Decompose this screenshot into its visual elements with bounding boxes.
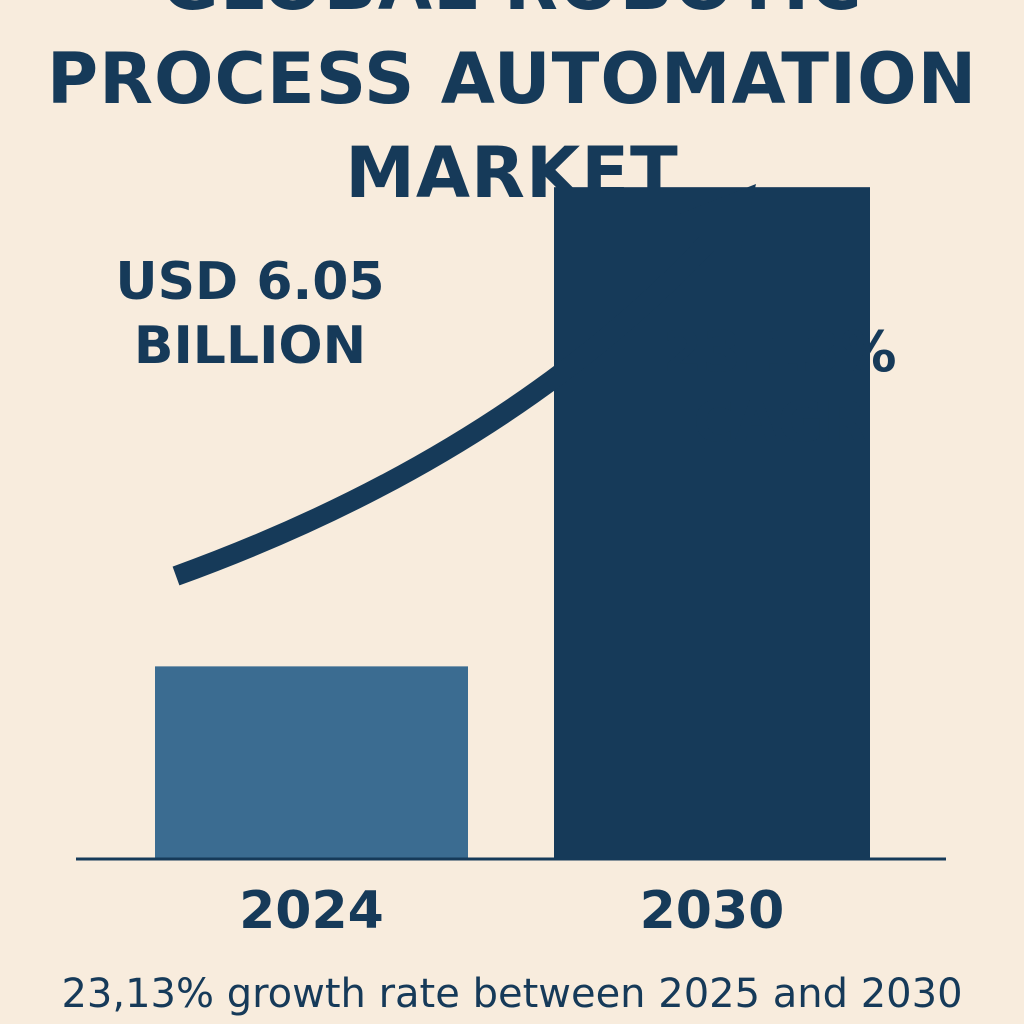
cagr-annotation: 23.13% CAGR xyxy=(620,318,940,458)
growth-arrow-shaft xyxy=(172,231,720,586)
growth-arrow-head xyxy=(674,184,756,270)
market-value-line-1: USD 6.05 xyxy=(115,252,385,312)
cagr-line-1: 23.13% xyxy=(663,320,897,385)
bar-2030 xyxy=(554,187,870,859)
cagr-line-2: CAGR xyxy=(693,390,867,455)
x-tick-label-2024: 2024 xyxy=(239,881,384,941)
market-value-line-2: BILLION xyxy=(133,316,367,376)
market-value-annotation: USD 6.05 BILLION xyxy=(90,250,410,378)
x-tick-labels: 2024 2030 xyxy=(239,881,784,941)
x-tick-label-2030: 2030 xyxy=(640,881,785,941)
growth-rate-footer: 23,13% growth rate between 2025 and 2030 xyxy=(61,971,963,1017)
bar-2024 xyxy=(155,666,468,859)
bars-group xyxy=(155,187,870,859)
growth-arrow-icon xyxy=(172,184,756,586)
